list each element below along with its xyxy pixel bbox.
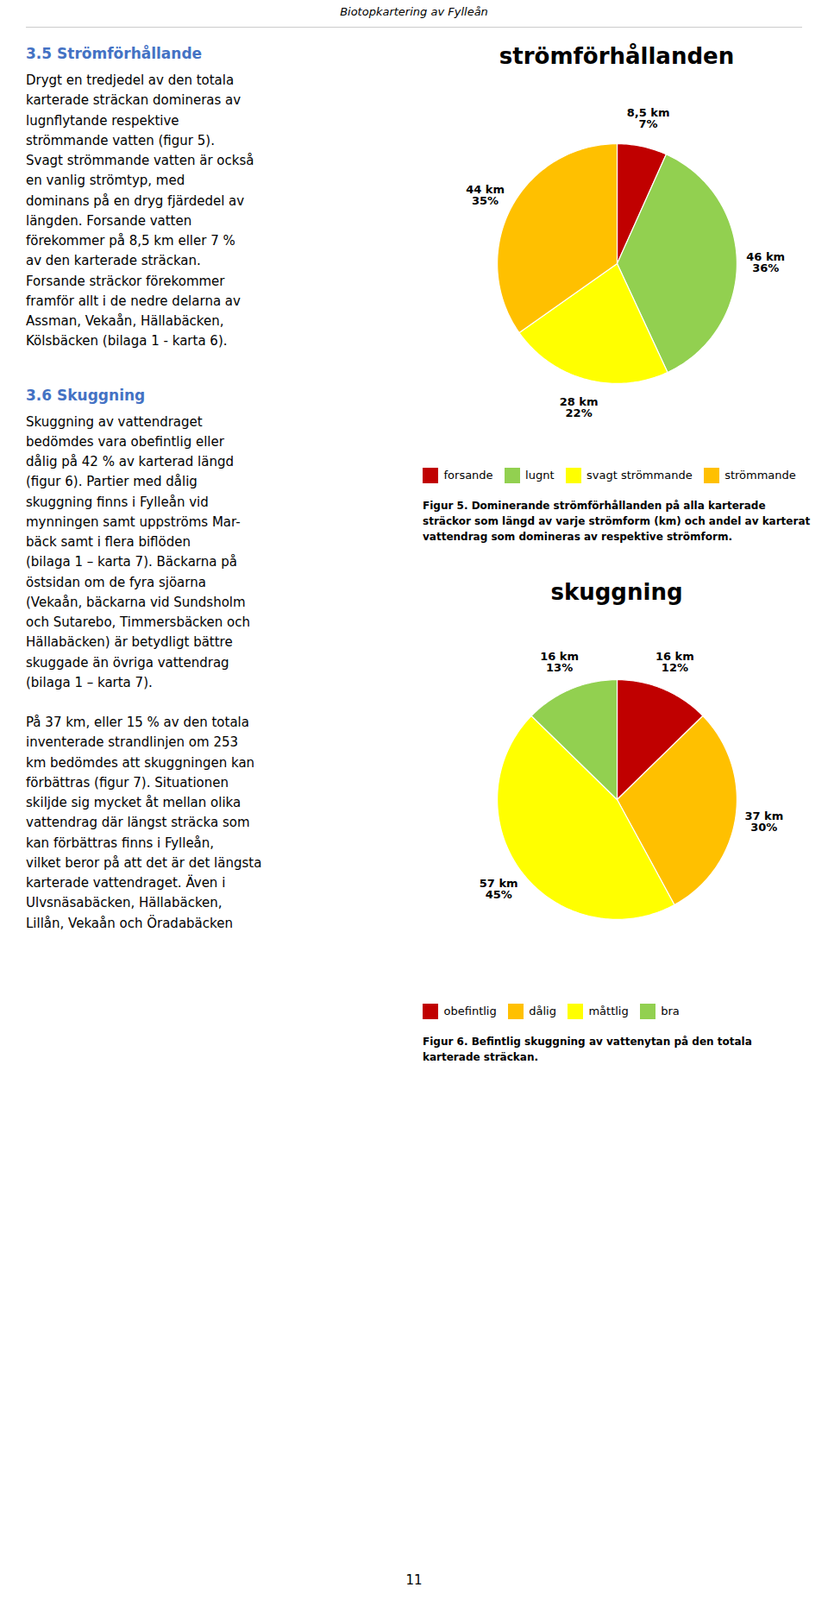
html-text:3.5 Strömförhållande: 3.5 Strömförhållande — [25, 44, 202, 63]
html-text:måttlig: måttlig — [588, 1003, 629, 1017]
html-text:förbättras (figur 7). Situatio: förbättras (figur 7). Situationen — [25, 774, 229, 790]
html-text:Drygt en tredjedel av den tota: Drygt en tredjedel av den totala — [25, 72, 234, 88]
html-text:strömmande: strömmande — [724, 468, 796, 482]
html-text:km bedömdes att skuggningen ka: km bedömdes att skuggningen kan — [25, 754, 255, 770]
html-text:mynningen samt uppströms Mar-: mynningen samt uppströms Mar- — [25, 513, 241, 530]
html-text:karterade sträckan domineras a: karterade sträckan domineras av — [25, 92, 241, 109]
html-text:Kölsbäcken (bilaga 1 - karta 6: Kölsbäcken (bilaga 1 - karta 6). — [25, 333, 228, 349]
html-text:11: 11 — [405, 1571, 423, 1587]
html-text:av den karterade sträckan.: av den karterade sträckan. — [25, 252, 201, 269]
html-text:Assman, Vekaån, Hällabäcken,: Assman, Vekaån, Hällabäcken, — [25, 313, 224, 329]
html-text:framför allt i de nedre delarn: framför allt i de nedre delarna av — [25, 293, 241, 309]
html-text:skuggning: skuggning — [550, 578, 683, 605]
html-text:svagt strömmande: svagt strömmande — [586, 468, 693, 482]
html-text:Forsande sträckor förekommer: Forsande sträckor förekommer — [25, 272, 225, 289]
html-text:skuggade än övriga vattendrag: skuggade än övriga vattendrag — [25, 654, 230, 670]
html-text:skiljde sig mycket åt mellan o: skiljde sig mycket åt mellan olika — [25, 794, 241, 810]
svg-text:16 km13%: 16 km13% — [539, 649, 579, 674]
html-text:Lillån, Vekaån och Öradabäcken: Lillån, Vekaån och Öradabäcken — [25, 914, 233, 931]
html-text:karterade vattendraget. Även i: karterade vattendraget. Även i — [25, 874, 226, 891]
svg-text:44 km35%: 44 km35% — [465, 182, 505, 207]
html-text:forsande: forsande — [443, 468, 494, 482]
html-text:dålig på 42 % av karterad läng: dålig på 42 % av karterad längd — [25, 453, 234, 470]
html-text:bra: bra — [660, 1003, 680, 1017]
html-text:skuggning finns i Fylleån vid: skuggning finns i Fylleån vid — [25, 493, 209, 510]
html-text:bäck samt i flera biflöden: bäck samt i flera biflöden — [25, 533, 191, 550]
html-text:strömförhållanden: strömförhållanden — [499, 43, 735, 69]
html-text:obefintlig: obefintlig — [443, 1003, 497, 1017]
svg-text:8,5 km7%: 8,5 km7% — [627, 106, 671, 131]
html-text:(bilaga 1 – karta 7).: (bilaga 1 – karta 7). — [25, 674, 153, 690]
html-text:längden. Forsande vatten: längden. Forsande vatten — [25, 212, 192, 229]
html-text:kan förbättras finns i Fylleån: kan förbättras finns i Fylleån, — [25, 834, 214, 850]
svg-text:28 km22%: 28 km22% — [559, 395, 599, 420]
html-text:bedömdes vara obefintlig eller: bedömdes vara obefintlig eller — [25, 433, 225, 450]
html-text:en vanlig strömtyp, med: en vanlig strömtyp, med — [25, 172, 185, 189]
html-text:Biotopkartering av Fylleån: Biotopkartering av Fylleån — [339, 5, 489, 19]
html-text:(figur 6). Partier med dålig: (figur 6). Partier med dålig — [25, 473, 198, 490]
html-text:Figur 6. Befintlig skuggning a: Figur 6. Befintlig skuggning av vattenyt… — [422, 1035, 752, 1063]
html-text:Figur 5. Dominerande strömförh: Figur 5. Dominerande strömförhållanden p… — [422, 499, 811, 543]
html-text:(Vekaån, bäckarna vid Sundshol: (Vekaån, bäckarna vid Sundsholm — [25, 594, 246, 610]
html-text:(bilaga 1 – karta 7). Bäckarna: (bilaga 1 – karta 7). Bäckarna på — [25, 553, 238, 570]
html-text:strömmande vatten (figur 5).: strömmande vatten (figur 5). — [25, 132, 215, 149]
html-text:På 37 km, eller 15 % av den to: På 37 km, eller 15 % av den totala — [25, 714, 250, 730]
html-text:östsidan om de fyra sjöarna: östsidan om de fyra sjöarna — [25, 573, 207, 590]
html-text:lugnflytande respektive: lugnflytande respektive — [25, 112, 180, 129]
html-text:Ulvsnäsabäcken, Hällabäcken,: Ulvsnäsabäcken, Hällabäcken, — [25, 894, 223, 911]
html-text:Skuggning av vattendraget: Skuggning av vattendraget — [25, 413, 203, 430]
html-text:Hällabäcken) är betydligt bätt: Hällabäcken) är betydligt bättre — [25, 634, 233, 650]
svg-text:37 km30%: 37 km30% — [744, 809, 784, 834]
html-text:vilket beror på att det är det: vilket beror på att det är det längsta — [25, 854, 262, 871]
html-text:dominans på en dryg fjärdedel: dominans på en dryg fjärdedel av — [25, 192, 245, 209]
html-text:3.6 Skuggning: 3.6 Skuggning — [25, 385, 146, 404]
html-text:Svagt strömmande vatten är ock: Svagt strömmande vatten är också — [25, 152, 255, 169]
svg-text:46 km36%: 46 km36% — [746, 250, 785, 275]
html-text:förekommer på 8,5 km eller 7 %: förekommer på 8,5 km eller 7 % — [25, 232, 236, 249]
html-text:och Sutarebo, Timmersbäcken oc: och Sutarebo, Timmersbäcken och — [25, 614, 251, 630]
html-text:inventerade strandlinjen om 25: inventerade strandlinjen om 253 — [25, 734, 239, 750]
html-text:lugnt: lugnt — [525, 468, 555, 482]
svg-text:16 km12%: 16 km12% — [655, 649, 695, 674]
html-text:dålig: dålig — [528, 1003, 557, 1017]
html-text:vattendrag där längst sträcka: vattendrag där längst sträcka som — [25, 814, 250, 830]
svg-text:57 km45%: 57 km45% — [479, 876, 519, 901]
